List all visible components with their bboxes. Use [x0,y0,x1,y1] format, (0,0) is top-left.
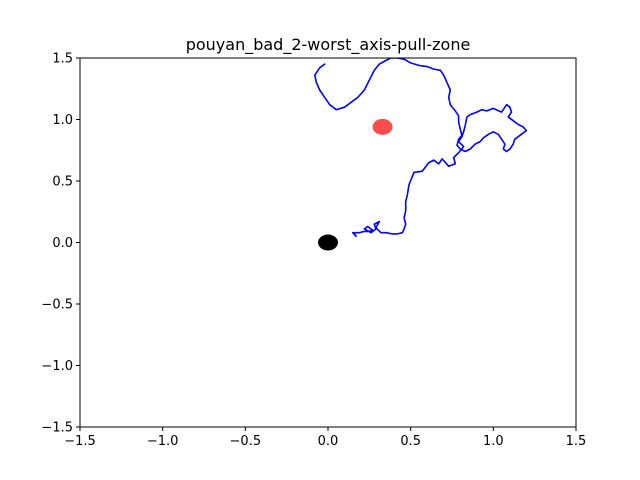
y-tick-label: −1.5 [41,421,73,436]
y-axis-ticks: −1.5 −1.0 −0.5 0.0 0.5 1.0 1.5 [41,52,80,436]
x-tick-label: −1.5 [64,434,96,449]
y-tick-label: 0.0 [52,236,73,251]
y-tick-label: −1.0 [41,359,73,374]
origin-marker [318,234,338,251]
x-tick-label: 0.5 [400,434,421,449]
x-tick-label: −1.0 [147,434,179,449]
y-tick-label: −0.5 [41,298,73,313]
x-tick-label: 0.0 [318,434,339,449]
chart-title: pouyan_bad_2-worst_axis-pull-zone [186,35,471,55]
y-tick-label: 1.5 [52,52,73,67]
x-axis-ticks: −1.5 −1.0 −0.5 0.0 0.5 1.0 1.5 [64,427,586,449]
x-tick-label: 1.0 [483,434,504,449]
y-tick-label: 1.0 [52,113,73,128]
target-marker [372,118,393,135]
x-tick-label: 1.5 [566,434,587,449]
trajectory-line-0 [314,58,528,238]
x-tick-label: −0.5 [230,434,262,449]
plot-content [314,58,528,251]
y-tick-label: 0.5 [52,175,73,190]
